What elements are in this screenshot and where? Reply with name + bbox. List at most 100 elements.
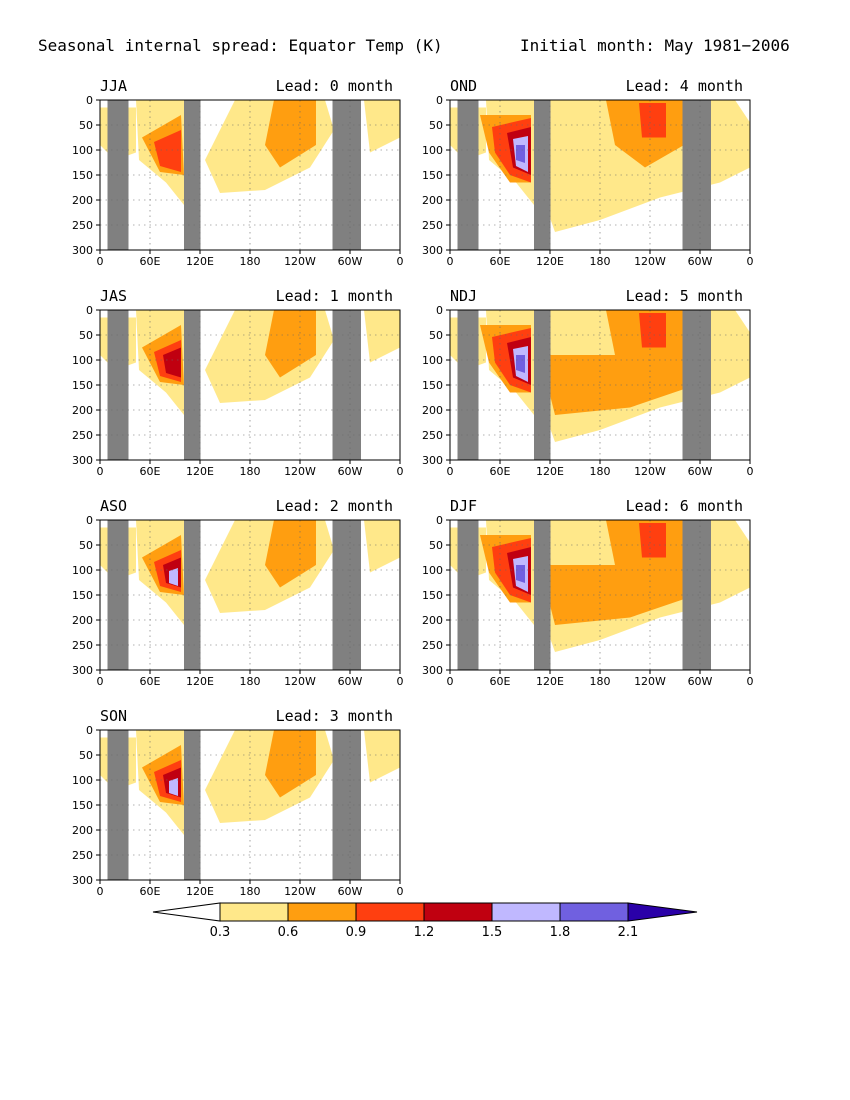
contour-level-4 — [169, 568, 178, 586]
y-tick-label: 100 — [72, 144, 93, 157]
y-tick-label: 0 — [86, 304, 93, 317]
y-tick-label: 200 — [72, 404, 93, 417]
y-tick-label: 250 — [72, 639, 93, 652]
x-tick-label: 120W — [634, 255, 666, 268]
panel-lead-label: Lead: 2 month — [276, 497, 393, 515]
x-tick-label: 0 — [447, 675, 454, 688]
y-tick-label: 0 — [436, 514, 443, 527]
colorbar-label: 1.2 — [414, 925, 435, 940]
x-tick-label: 60W — [688, 675, 713, 688]
contour-level-0 — [364, 310, 400, 363]
x-tick-label: 60E — [490, 675, 511, 688]
y-tick-label: 300 — [72, 874, 93, 887]
x-tick-label: 120E — [536, 675, 564, 688]
x-tick-label: 60W — [338, 675, 363, 688]
y-tick-label: 300 — [72, 664, 93, 677]
y-tick-label: 150 — [72, 379, 93, 392]
panel-season-label: JJA — [100, 77, 127, 95]
y-tick-label: 100 — [72, 774, 93, 787]
panel-lead-label: Lead: 6 month — [626, 497, 743, 515]
colorbar-label: 0.6 — [278, 925, 299, 940]
y-tick-label: 100 — [72, 564, 93, 577]
panel-plot-area — [450, 520, 750, 670]
colorbar-low-arrow — [152, 902, 221, 922]
contour-level-1 — [265, 100, 316, 168]
y-tick-label: 300 — [72, 454, 93, 467]
contour-level-4 — [169, 778, 178, 796]
x-tick-label: 180 — [590, 255, 611, 268]
x-tick-label: 180 — [240, 675, 261, 688]
panel-season-label: ASO — [100, 497, 127, 515]
colorbar-label: 2.1 — [618, 925, 639, 940]
x-tick-label: 60E — [490, 465, 511, 478]
y-tick-label: 150 — [72, 169, 93, 182]
x-tick-label: 60E — [140, 885, 161, 898]
colorbar-segment — [219, 902, 289, 922]
x-tick-label: 180 — [590, 465, 611, 478]
y-tick-label: 200 — [422, 614, 443, 627]
y-tick-label: 250 — [422, 219, 443, 232]
y-tick-label: 0 — [86, 724, 93, 737]
y-tick-label: 50 — [79, 329, 93, 342]
y-tick-label: 150 — [72, 589, 93, 602]
y-tick-label: 50 — [79, 119, 93, 132]
panel-lead-label: Lead: 3 month — [276, 707, 393, 725]
contour-level-5 — [516, 565, 525, 583]
colorbar-segment — [423, 902, 493, 922]
x-tick-label: 120E — [536, 255, 564, 268]
x-tick-label: 0 — [747, 255, 754, 268]
x-tick-label: 60W — [688, 255, 713, 268]
x-tick-label: 0 — [397, 255, 404, 268]
x-tick-label: 180 — [240, 465, 261, 478]
y-tick-label: 100 — [422, 144, 443, 157]
contour-level-1 — [540, 565, 696, 625]
x-tick-label: 60E — [140, 255, 161, 268]
x-tick-label: 180 — [240, 255, 261, 268]
panel-lead-label: Lead: 5 month — [626, 287, 743, 305]
y-tick-label: 0 — [436, 94, 443, 107]
x-tick-label: 60E — [140, 675, 161, 688]
y-tick-label: 100 — [422, 354, 443, 367]
y-tick-label: 250 — [422, 639, 443, 652]
panel-jja: 0 60E 120E 180 120W 60W 0 0 50 100 150 200 250 300 JJA… — [72, 77, 404, 268]
y-tick-label: 200 — [72, 824, 93, 837]
contour-level-0 — [364, 100, 400, 153]
contour-level-0 — [364, 730, 400, 783]
y-tick-label: 300 — [422, 454, 443, 467]
y-tick-label: 150 — [422, 589, 443, 602]
contour-level-1 — [540, 355, 696, 415]
y-tick-label: 0 — [86, 94, 93, 107]
contour-level-1 — [265, 310, 316, 378]
x-tick-label: 180 — [240, 885, 261, 898]
x-tick-label: 0 — [97, 465, 104, 478]
x-tick-label: 60E — [490, 255, 511, 268]
y-tick-label: 200 — [72, 614, 93, 627]
x-tick-label: 0 — [397, 465, 404, 478]
panel-lead-label: Lead: 1 month — [276, 287, 393, 305]
figure-title: Seasonal internal spread: Equator Temp (… — [38, 36, 443, 55]
x-tick-label: 0 — [447, 255, 454, 268]
land-mask-1 — [534, 310, 551, 460]
y-tick-label: 50 — [429, 329, 443, 342]
y-tick-label: 50 — [79, 539, 93, 552]
contour-level-1 — [265, 730, 316, 798]
x-tick-label: 60W — [338, 255, 363, 268]
x-tick-label: 120W — [284, 255, 316, 268]
y-tick-label: 50 — [429, 539, 443, 552]
panel-ond: 0 60E 120E 180 120W 60W 0 0 50 100 150 200 250 300 OND… — [422, 77, 754, 268]
y-tick-label: 0 — [86, 514, 93, 527]
panel-djf: 0 60E 120E 180 120W 60W 0 0 50 100 150 200 250 300 DJF… — [422, 497, 754, 688]
x-tick-label: 0 — [747, 675, 754, 688]
land-mask-1 — [184, 730, 201, 880]
panel-season-label: DJF — [450, 497, 477, 515]
y-tick-label: 200 — [422, 404, 443, 417]
y-tick-label: 250 — [72, 429, 93, 442]
colorbar-label: 0.3 — [210, 925, 231, 940]
contour-level-2 — [639, 103, 666, 138]
land-mask-1 — [184, 520, 201, 670]
land-mask-1 — [534, 100, 551, 250]
contour-level-3 — [163, 347, 181, 378]
x-tick-label: 0 — [397, 885, 404, 898]
panel-jas: 0 60E 120E 180 120W 60W 0 0 50 100 150 200 250 300 JAS… — [72, 287, 404, 478]
